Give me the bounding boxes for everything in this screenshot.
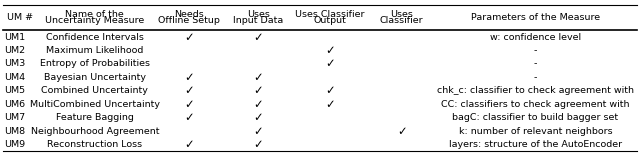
Text: ✓: ✓ [253, 84, 263, 97]
Text: w: confidence level: w: confidence level [490, 33, 581, 41]
Text: chk_c: classifier to check agreement with: chk_c: classifier to check agreement wit… [437, 86, 634, 95]
Text: Output: Output [314, 16, 346, 25]
Text: Uses: Uses [390, 10, 413, 19]
Text: Uncertainty Measure: Uncertainty Measure [45, 16, 145, 25]
Text: UM9: UM9 [4, 140, 26, 149]
Text: -: - [534, 46, 537, 55]
Text: MultiCombined Uncertainty: MultiCombined Uncertainty [30, 100, 160, 109]
Text: ✓: ✓ [253, 98, 263, 111]
Text: bagC: classifier to build bagger set: bagC: classifier to build bagger set [452, 113, 618, 122]
Text: layers: structure of the AutoEncoder: layers: structure of the AutoEncoder [449, 140, 622, 149]
Text: -: - [534, 60, 537, 68]
Text: ✓: ✓ [184, 138, 194, 151]
Text: UM5: UM5 [4, 86, 26, 95]
Text: Parameters of the Measure: Parameters of the Measure [471, 13, 600, 22]
Text: ✓: ✓ [325, 44, 335, 57]
Text: ✓: ✓ [184, 98, 194, 111]
Text: Name of the: Name of the [65, 10, 124, 19]
Text: Reconstruction Loss: Reconstruction Loss [47, 140, 142, 149]
Text: Classifier: Classifier [380, 16, 424, 25]
Text: Feature Bagging: Feature Bagging [56, 113, 134, 122]
Text: UM #: UM # [8, 13, 33, 22]
Text: Offline Setup: Offline Setup [158, 16, 220, 25]
Text: ✓: ✓ [184, 111, 194, 124]
Text: Entropy of Probabilities: Entropy of Probabilities [40, 60, 150, 68]
Text: UM8: UM8 [4, 127, 26, 136]
Text: ✓: ✓ [325, 57, 335, 71]
Text: ✓: ✓ [253, 111, 263, 124]
Text: UM4: UM4 [4, 73, 26, 82]
Text: Maximum Likelihood: Maximum Likelihood [46, 46, 143, 55]
Text: UM3: UM3 [4, 60, 26, 68]
Text: k: number of relevant neighbors: k: number of relevant neighbors [458, 127, 612, 136]
Text: UM6: UM6 [4, 100, 26, 109]
Text: ✓: ✓ [184, 31, 194, 44]
Text: UM1: UM1 [4, 33, 26, 41]
Text: ✓: ✓ [184, 84, 194, 97]
Text: ✓: ✓ [253, 31, 263, 44]
Text: CC: classifiers to check agreement with: CC: classifiers to check agreement with [441, 100, 630, 109]
Text: Uses: Uses [246, 10, 269, 19]
Text: -: - [534, 73, 537, 82]
Text: Neighbourhood Agreement: Neighbourhood Agreement [31, 127, 159, 136]
Text: ✓: ✓ [325, 98, 335, 111]
Text: Input Data: Input Data [233, 16, 284, 25]
Text: Confidence Intervals: Confidence Intervals [46, 33, 144, 41]
Text: Combined Uncertainty: Combined Uncertainty [42, 86, 148, 95]
Text: Uses Classifier: Uses Classifier [295, 10, 365, 19]
Text: UM2: UM2 [4, 46, 26, 55]
Text: Bayesian Uncertainty: Bayesian Uncertainty [44, 73, 146, 82]
Text: UM7: UM7 [4, 113, 26, 122]
Text: Needs: Needs [174, 10, 204, 19]
Text: ✓: ✓ [253, 71, 263, 84]
Text: ✓: ✓ [397, 125, 406, 138]
Text: ✓: ✓ [253, 138, 263, 151]
Text: ✓: ✓ [325, 84, 335, 97]
Text: ✓: ✓ [253, 125, 263, 138]
Text: ✓: ✓ [184, 71, 194, 84]
